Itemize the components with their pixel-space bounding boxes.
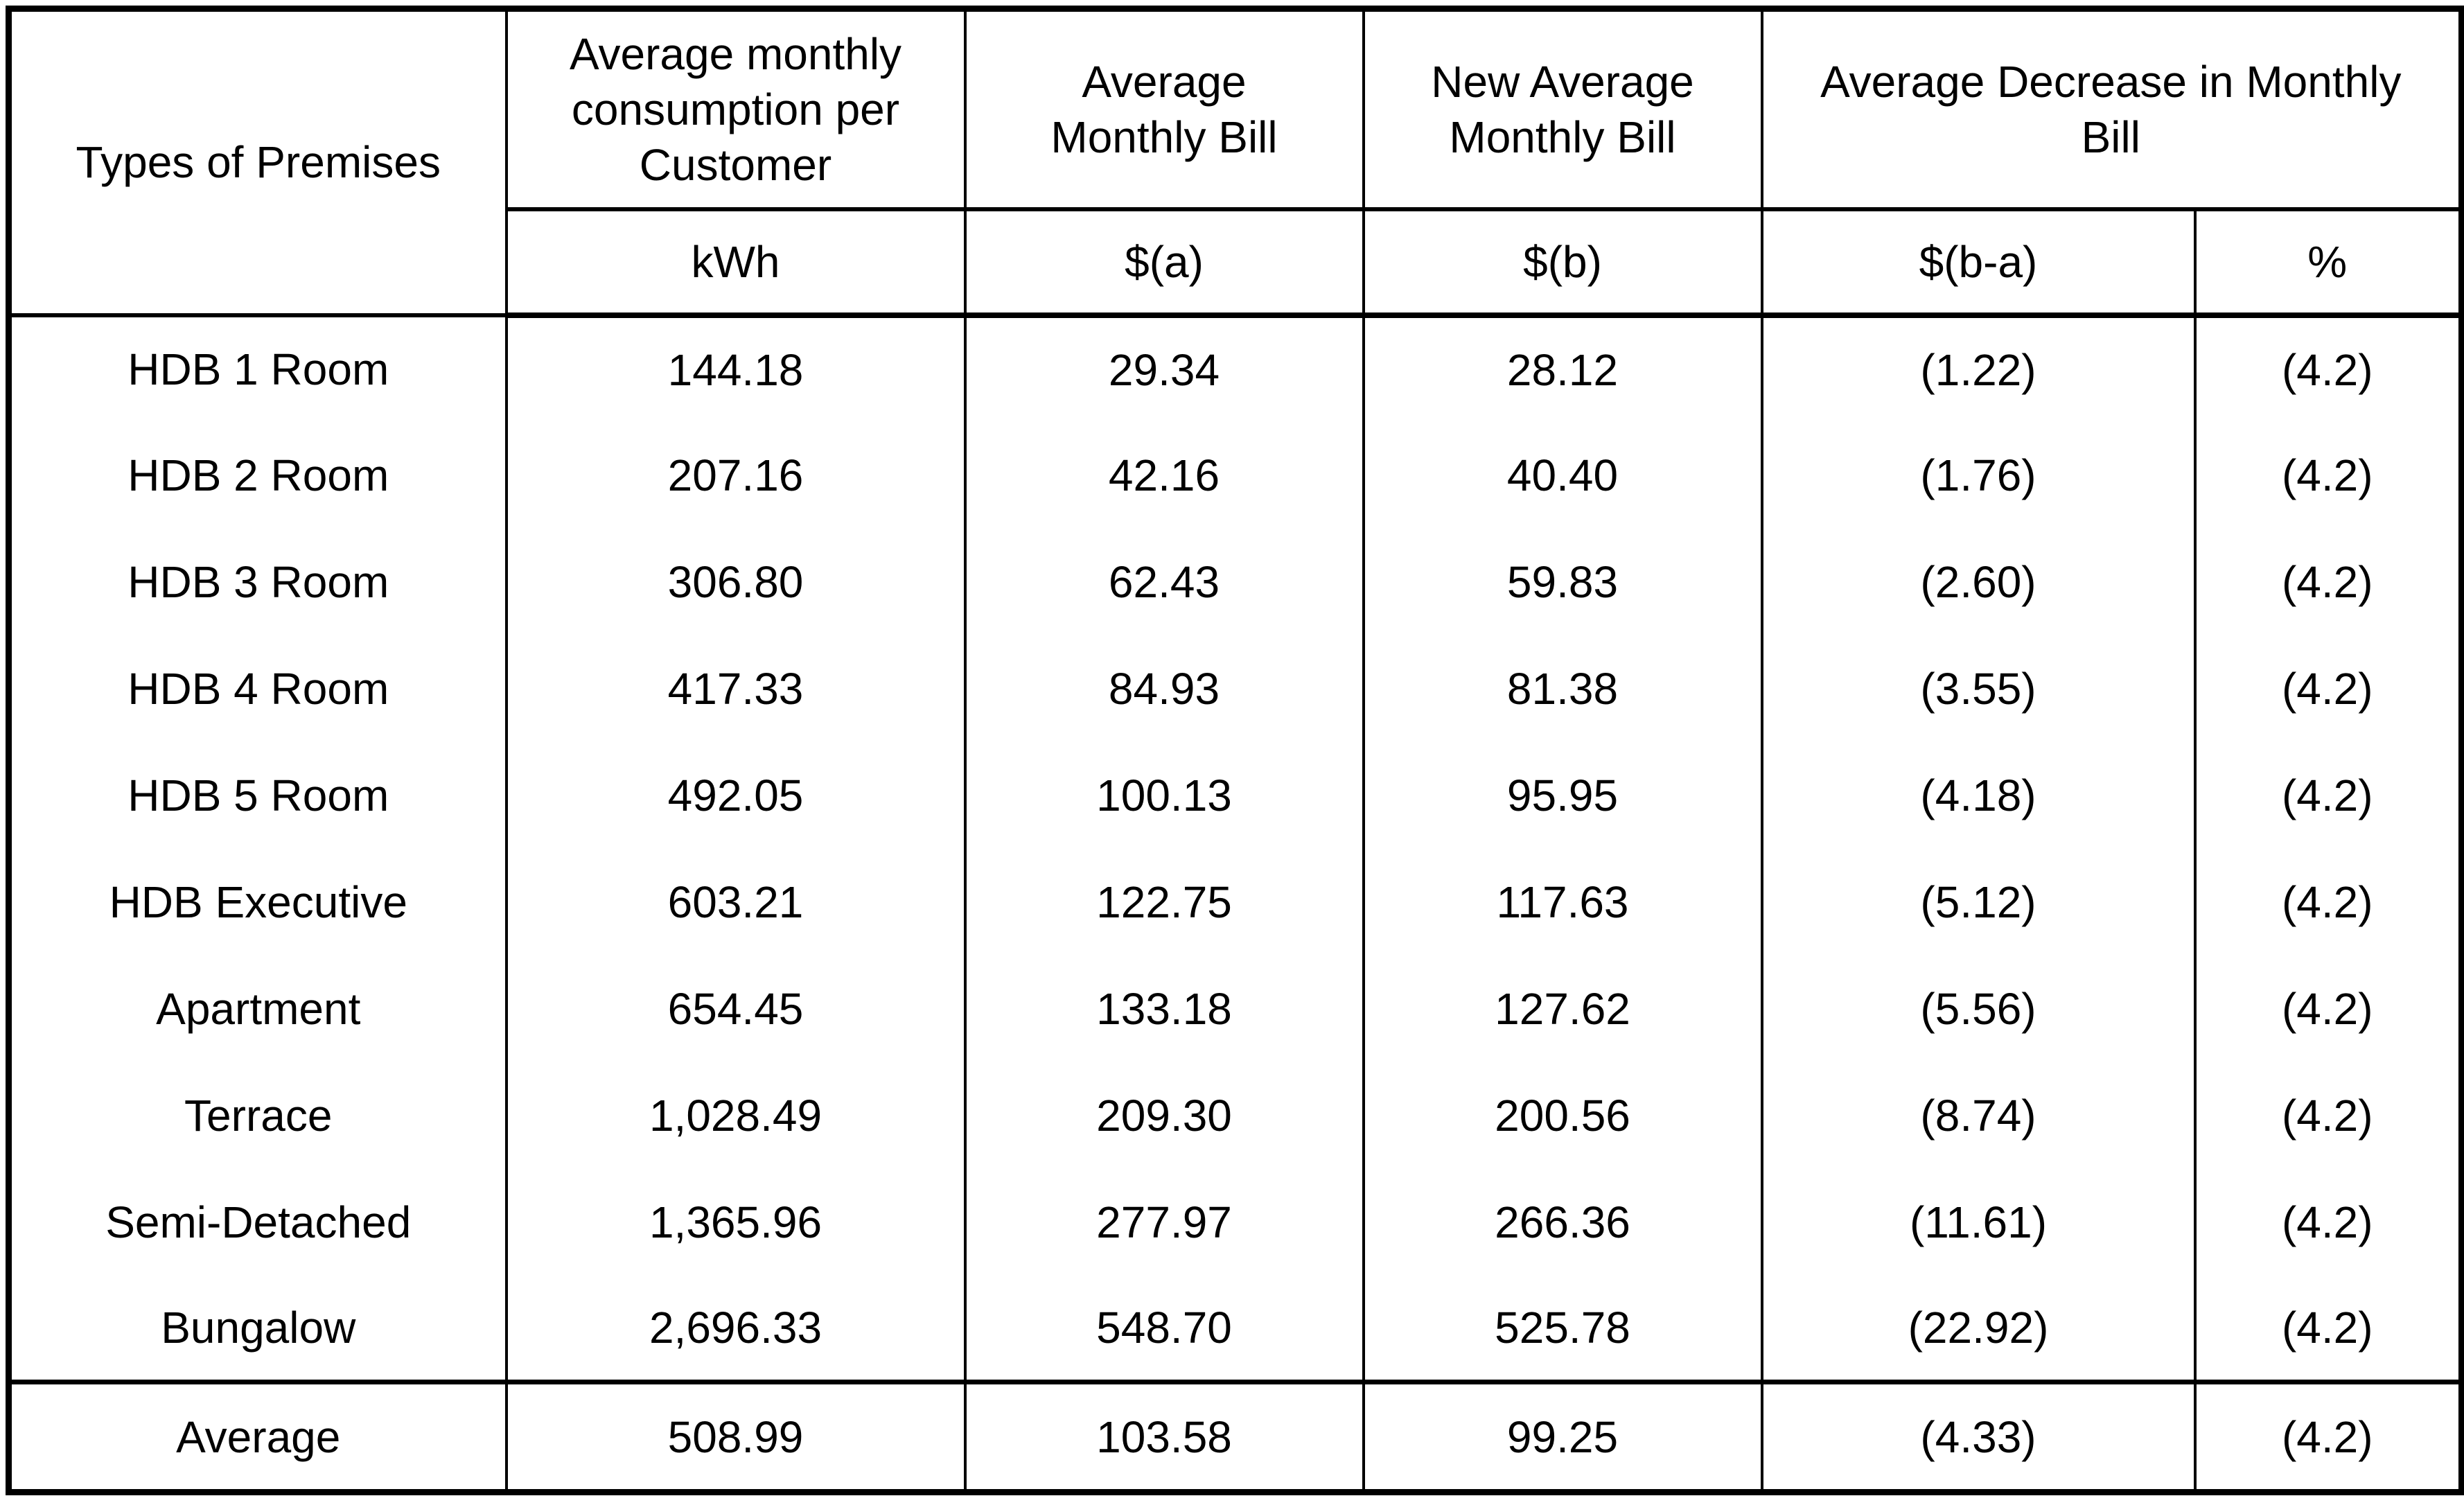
- bill-b-value-cell: 40.40: [1362, 421, 1763, 529]
- decrease-value-cell: (4.33): [1760, 1380, 2197, 1493]
- decrease-value-cell: (8.74): [1760, 1062, 2197, 1169]
- premises-type-cell: Terrace: [7, 1062, 508, 1169]
- premises-type-cell: Bungalow: [7, 1275, 508, 1382]
- column-header-decrease: Average Decrease in Monthly Bill: [1760, 8, 2463, 211]
- decrease-pct-cell: (4.2): [2193, 1380, 2463, 1493]
- unit-dollar-a: $(a): [963, 209, 1365, 318]
- premises-type-cell: HDB 5 Room: [7, 741, 508, 849]
- decrease-pct-cell: (4.2): [2193, 315, 2463, 422]
- bill-a-value-cell: 122.75: [963, 848, 1365, 956]
- table-row: HDB 5 Room 492.05 100.13 95.95 (4.18) (4…: [7, 741, 2463, 849]
- decrease-pct-cell: (4.2): [2193, 528, 2463, 635]
- kwh-value-cell: 1,028.49: [504, 1062, 967, 1169]
- kwh-value-cell: 144.18: [504, 315, 967, 422]
- premises-bill-table: Types of Premises Average monthly consum…: [6, 6, 2464, 1495]
- column-header-avg-bill: Average Monthly Bill: [963, 8, 1365, 211]
- premises-type-cell: HDB Executive: [7, 848, 508, 956]
- bill-b-value-cell: 59.83: [1362, 528, 1763, 635]
- kwh-value-cell: 2,696.33: [504, 1275, 967, 1382]
- decrease-pct-cell: (4.2): [2193, 741, 2463, 849]
- bill-a-value-cell: 103.58: [963, 1380, 1365, 1493]
- bill-a-value-cell: 100.13: [963, 741, 1365, 849]
- decrease-value-cell: (1.22): [1760, 315, 2197, 422]
- bill-a-value-cell: 62.43: [963, 528, 1365, 635]
- bill-b-value-cell: 200.56: [1362, 1062, 1763, 1169]
- bill-a-value-cell: 548.70: [963, 1275, 1365, 1382]
- decrease-pct-cell: (4.2): [2193, 1168, 2463, 1276]
- decrease-pct-cell: (4.2): [2193, 848, 2463, 956]
- bill-b-value-cell: 99.25: [1362, 1380, 1763, 1493]
- decrease-value-cell: (11.61): [1760, 1168, 2197, 1276]
- decrease-pct-cell: (4.2): [2193, 1062, 2463, 1169]
- premises-type-cell: HDB 3 Room: [7, 528, 508, 635]
- premises-type-cell: HDB 1 Room: [7, 315, 508, 422]
- decrease-pct-cell: (4.2): [2193, 635, 2463, 742]
- table-row: HDB 1 Room 144.18 29.34 28.12 (1.22) (4.…: [7, 315, 2463, 422]
- table-row: Semi-Detached 1,365.96 277.97 266.36 (11…: [7, 1168, 2463, 1276]
- bill-a-value-cell: 209.30: [963, 1062, 1365, 1169]
- premises-type-cell: Semi-Detached: [7, 1168, 508, 1276]
- bill-b-value-cell: 266.36: [1362, 1168, 1763, 1276]
- header-units-row: kWh $(a) $(b) $(b-a) %: [9, 209, 2463, 318]
- decrease-pct-cell: (4.2): [2193, 421, 2463, 529]
- header-title-row: Types of Premises Average monthly consum…: [7, 8, 2463, 317]
- table-row: HDB 2 Room 207.16 42.16 40.40 (1.76) (4.…: [7, 421, 2463, 529]
- decrease-value-cell: (3.55): [1760, 635, 2197, 742]
- table-row: Apartment 654.45 133.18 127.62 (5.56) (4…: [7, 955, 2463, 1062]
- bill-b-value-cell: 81.38: [1362, 635, 1763, 742]
- kwh-value-cell: 508.99: [504, 1380, 967, 1493]
- unit-kwh: kWh: [504, 209, 967, 318]
- decrease-value-cell: (5.12): [1760, 848, 2197, 956]
- kwh-value-cell: 603.21: [504, 848, 967, 956]
- unit-dollar-b: $(b): [1362, 209, 1763, 318]
- average-summary-row: Average 508.99 103.58 99.25 (4.33) (4.2): [7, 1380, 2463, 1493]
- premises-type-cell: Average: [7, 1380, 508, 1493]
- bill-b-value-cell: 525.78: [1362, 1275, 1763, 1382]
- decrease-value-cell: (22.92): [1760, 1275, 2197, 1382]
- decrease-pct-cell: (4.2): [2193, 955, 2463, 1062]
- bill-a-value-cell: 42.16: [963, 421, 1365, 529]
- decrease-value-cell: (1.76): [1760, 421, 2197, 529]
- decrease-pct-cell: (4.2): [2193, 1275, 2463, 1382]
- bill-a-value-cell: 277.97: [963, 1168, 1365, 1276]
- premises-type-cell: Apartment: [7, 955, 508, 1062]
- column-header-new-avg-bill: New Average Monthly Bill: [1362, 8, 1763, 211]
- bill-a-value-cell: 29.34: [963, 315, 1365, 422]
- table-row: Terrace 1,028.49 209.30 200.56 (8.74) (4…: [7, 1062, 2463, 1169]
- bill-b-value-cell: 28.12: [1362, 315, 1763, 422]
- bill-a-value-cell: 84.93: [963, 635, 1365, 742]
- table-row: HDB 4 Room 417.33 84.93 81.38 (3.55) (4.…: [7, 635, 2463, 742]
- column-header-premises: Types of Premises: [7, 8, 508, 317]
- kwh-value-cell: 306.80: [504, 528, 967, 635]
- bill-b-value-cell: 95.95: [1362, 741, 1763, 849]
- kwh-value-cell: 654.45: [504, 955, 967, 1062]
- kwh-value-cell: 1,365.96: [504, 1168, 967, 1276]
- kwh-value-cell: 417.33: [504, 635, 967, 742]
- bill-b-value-cell: 127.62: [1362, 955, 1763, 1062]
- kwh-value-cell: 492.05: [504, 741, 967, 849]
- bill-b-value-cell: 117.63: [1362, 848, 1763, 956]
- premises-type-cell: HDB 2 Room: [7, 421, 508, 529]
- bill-a-value-cell: 133.18: [963, 955, 1365, 1062]
- unit-percent: %: [2193, 209, 2463, 318]
- table-row: HDB 3 Room 306.80 62.43 59.83 (2.60) (4.…: [7, 528, 2463, 635]
- unit-dollar-b-minus-a: $(b-a): [1760, 209, 2197, 318]
- decrease-value-cell: (2.60): [1760, 528, 2197, 635]
- decrease-value-cell: (4.18): [1760, 741, 2197, 849]
- kwh-value-cell: 207.16: [504, 421, 967, 529]
- column-header-consumption: Average monthly consumption per Customer: [504, 8, 967, 211]
- decrease-value-cell: (5.56): [1760, 955, 2197, 1062]
- table-row: Bungalow 2,696.33 548.70 525.78 (22.92) …: [7, 1275, 2463, 1382]
- table-row: HDB Executive 603.21 122.75 117.63 (5.12…: [7, 848, 2463, 956]
- premises-type-cell: HDB 4 Room: [7, 635, 508, 742]
